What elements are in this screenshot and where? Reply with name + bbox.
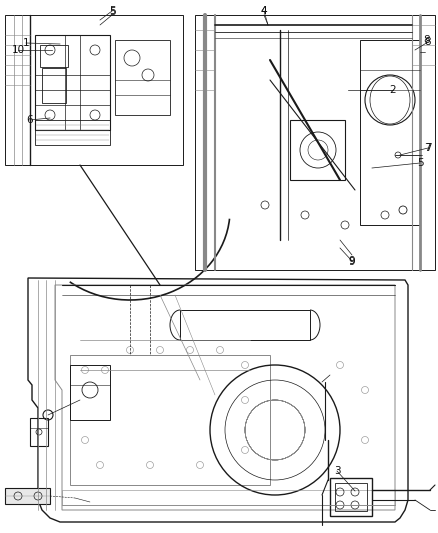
Text: 7: 7 — [424, 143, 430, 153]
Text: 4: 4 — [261, 6, 267, 16]
Text: 10: 10 — [11, 45, 25, 55]
Bar — [330, 478, 372, 516]
Text: 5: 5 — [417, 158, 423, 168]
Bar — [35, 35, 110, 130]
Bar — [360, 40, 420, 225]
Bar — [30, 418, 48, 446]
Text: 5: 5 — [109, 6, 115, 16]
Text: 7: 7 — [425, 143, 431, 153]
Text: 5: 5 — [109, 7, 115, 17]
Text: 9: 9 — [349, 257, 355, 267]
Bar — [40, 45, 68, 67]
Bar — [195, 15, 435, 270]
Bar — [5, 488, 50, 504]
Text: 8: 8 — [425, 37, 431, 47]
Text: 6: 6 — [27, 115, 33, 125]
Text: 1: 1 — [23, 38, 29, 48]
Text: 4: 4 — [261, 6, 267, 16]
Bar — [70, 365, 110, 420]
Text: 3: 3 — [334, 466, 340, 476]
Bar — [35, 120, 110, 145]
Bar — [115, 40, 170, 115]
Text: 2: 2 — [390, 85, 396, 95]
Bar — [5, 15, 183, 165]
Bar — [335, 483, 367, 511]
Text: 9: 9 — [349, 256, 355, 266]
Bar — [180, 310, 310, 340]
Text: 8: 8 — [424, 35, 430, 45]
Bar — [42, 68, 66, 103]
Bar — [62, 490, 395, 505]
Bar — [290, 120, 345, 180]
Bar — [70, 355, 270, 485]
